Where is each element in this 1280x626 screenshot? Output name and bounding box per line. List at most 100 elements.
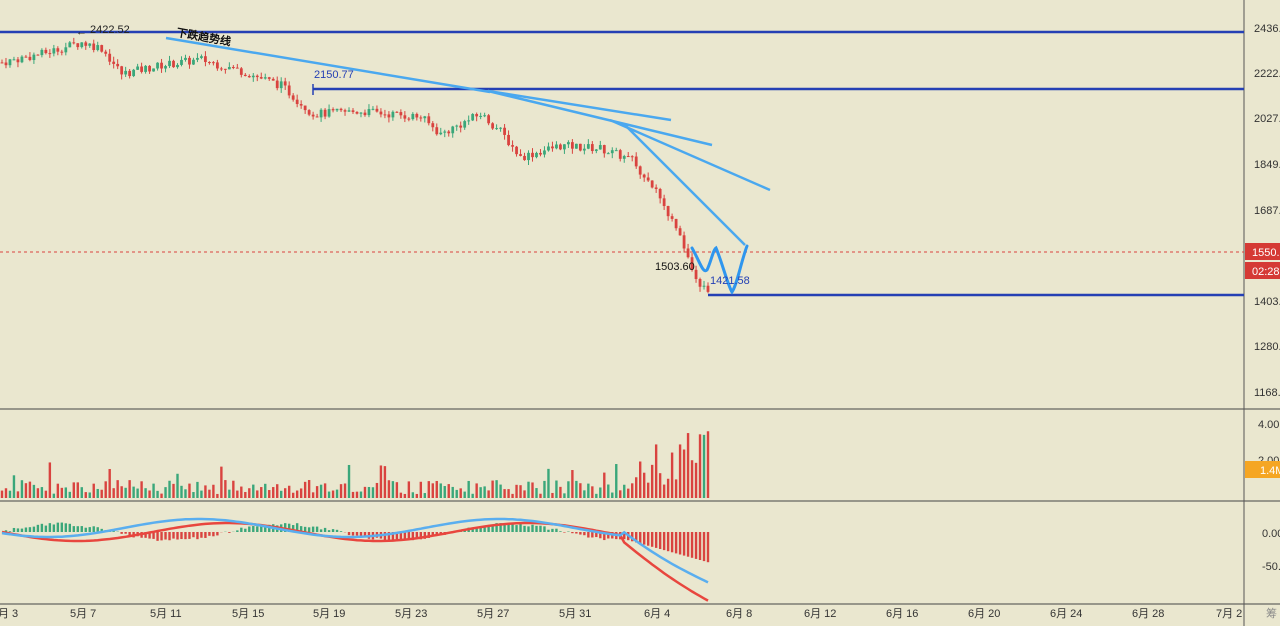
- macd-histogram-bar: [355, 532, 359, 536]
- candle-body: [363, 112, 367, 116]
- candle-body: [535, 152, 538, 158]
- candle-body: [483, 115, 487, 117]
- macd-histogram-bar: [347, 532, 351, 536]
- macd-histogram-bar: [128, 532, 131, 537]
- macd-histogram-bar: [236, 530, 239, 532]
- volume-bar: [295, 490, 299, 498]
- volume-bar: [698, 434, 702, 498]
- date-tick-4: 5月 19: [313, 608, 345, 620]
- volume-bar: [284, 488, 287, 498]
- volume-bar: [459, 488, 462, 498]
- macd-histogram-bar: [363, 532, 367, 537]
- candle-body: [16, 59, 20, 63]
- volume-bar: [128, 480, 131, 498]
- macd-histogram-bar: [654, 532, 658, 548]
- candle-body: [574, 143, 578, 149]
- candle-body: [511, 145, 514, 147]
- candle-body: [251, 75, 255, 78]
- macd-histogram-bar: [188, 532, 191, 539]
- candle-body: [630, 156, 634, 158]
- volume-bar: [351, 491, 355, 498]
- volume-bar: [483, 486, 486, 498]
- macd-histogram-bar: [359, 532, 363, 538]
- candle-body: [168, 60, 171, 67]
- candle-body: [475, 114, 479, 117]
- macd-histogram-bar: [16, 528, 20, 532]
- macd-histogram-bar: [44, 525, 48, 532]
- macd-histogram-bar: [635, 532, 638, 543]
- volume-bar: [216, 493, 219, 498]
- candle-body: [455, 125, 459, 127]
- price-tick-4: 1687.: [1254, 205, 1280, 217]
- volume-bar: [44, 490, 48, 498]
- volume-bar: [116, 480, 119, 498]
- macd-histogram-bar: [8, 531, 12, 532]
- candle-body: [678, 228, 682, 236]
- candle-body: [383, 114, 387, 116]
- volume-bar: [36, 488, 40, 498]
- volume-bar: [331, 490, 335, 498]
- candle-body: [104, 51, 108, 54]
- date-tick-7: 5月 31: [559, 608, 591, 620]
- macd-histogram-bar: [503, 524, 506, 532]
- volume-bar: [291, 492, 295, 498]
- volume-bar: [363, 486, 367, 498]
- macd-histogram-bar: [678, 532, 682, 555]
- candle-body: [618, 150, 622, 159]
- candle-body: [395, 111, 399, 113]
- volume-bar: [495, 480, 498, 498]
- volume-bar: [176, 473, 179, 498]
- volume-bar: [519, 485, 522, 498]
- volume-bar: [268, 490, 271, 498]
- candle-body: [331, 109, 335, 111]
- macd-histogram-bar: [555, 528, 558, 532]
- candle-body: [411, 113, 415, 120]
- candle-body: [0, 62, 4, 64]
- macd-histogram-bar: [399, 532, 403, 541]
- volume-bar: [419, 481, 423, 498]
- candle-body: [407, 118, 411, 120]
- volume-bar: [260, 487, 263, 498]
- candle-body: [503, 127, 506, 135]
- candle-body: [347, 110, 351, 112]
- macd-histogram-bar: [591, 532, 594, 538]
- candle-body: [32, 54, 36, 61]
- volume-bar: [591, 486, 594, 498]
- volume-bar: [646, 482, 650, 498]
- volume-bar: [200, 490, 203, 498]
- candle-body: [471, 114, 475, 121]
- macd-histogram-bar: [307, 527, 311, 532]
- macd-histogram-bar: [52, 524, 56, 532]
- date-tick-12: 6月 20: [968, 608, 1000, 620]
- volume-bar: [192, 492, 195, 498]
- candle-body: [68, 42, 72, 48]
- candle-body: [431, 123, 435, 128]
- trend-line-3: [609, 118, 771, 192]
- volume-bar: [327, 491, 331, 498]
- trend-line-main: [165, 36, 491, 94]
- macd-histogram-bar: [172, 532, 175, 539]
- macd-histogram-bar: [431, 532, 434, 536]
- candle-body: [188, 57, 191, 65]
- volume-bar: [244, 491, 247, 498]
- volume-bar: [567, 481, 570, 498]
- candle-body: [108, 53, 112, 62]
- macd-histogram-bar: [579, 532, 582, 535]
- candle-body: [60, 51, 64, 53]
- candle-body: [160, 62, 163, 69]
- macd-histogram-bar: [639, 532, 642, 544]
- volume-bar: [212, 484, 215, 498]
- candle-body: [467, 120, 471, 122]
- macd-histogram-bar: [204, 532, 207, 538]
- candle-body: [283, 81, 287, 86]
- candle-body: [570, 142, 574, 149]
- volume-bar: [639, 461, 642, 498]
- macd-histogram-bar: [176, 532, 179, 540]
- macd-histogram-bar: [499, 523, 502, 532]
- candle-body: [64, 47, 68, 53]
- volume-bar: [635, 477, 638, 498]
- w-pattern-drawing: [690, 244, 749, 295]
- volume-badge: [1245, 461, 1280, 478]
- volume-bar: [686, 433, 690, 498]
